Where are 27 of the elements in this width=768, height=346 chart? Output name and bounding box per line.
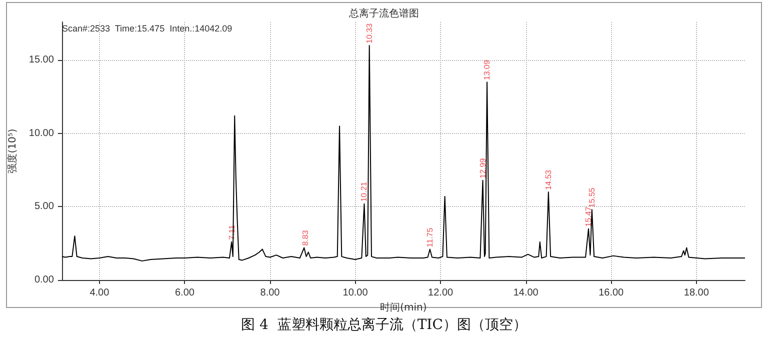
- x-tick-label: 14.00: [513, 288, 539, 298]
- annotation: 11.75: [425, 227, 434, 248]
- x-tick-label: 4.00: [90, 288, 110, 298]
- annotation: 13.09: [482, 60, 492, 80]
- annotation: Scan#:2533 Time:15.475 Inten.:14042.09: [62, 24, 232, 34]
- y-tick-label: 15.00: [28, 54, 54, 66]
- x-tick-label: 12.00: [428, 288, 454, 298]
- annotation: 15.55: [587, 187, 596, 208]
- y-axis-title: 强度(10⁵): [6, 128, 18, 174]
- x-tick-label: 10.00: [342, 288, 368, 298]
- caption: 图 4 蓝塑料颗粒总离子流（TIC）图（顶空）: [241, 317, 527, 333]
- y-tick-label: 5.00: [34, 201, 54, 212]
- x-tick-label: 18.00: [684, 288, 710, 298]
- x-tick-label: 6.00: [174, 288, 195, 298]
- line-series: [61, 44, 746, 262]
- x-axis-title: 时间(min): [380, 301, 427, 314]
- annotation: 8.83: [300, 230, 310, 246]
- y-tick-label: 0.00: [34, 274, 54, 286]
- annotation: 12.99: [478, 158, 488, 178]
- chart-title: 总离子流色谱图: [348, 8, 419, 20]
- annotation: 14.53: [544, 169, 553, 190]
- y-tick-label: 10.00: [28, 128, 54, 139]
- annotation: 10.21: [360, 181, 369, 202]
- annotation: 15.47: [584, 206, 594, 227]
- x-tick-label: 8.00: [260, 288, 280, 298]
- x-tick-label: 16.00: [598, 288, 624, 298]
- annotation: 10.33: [364, 22, 374, 44]
